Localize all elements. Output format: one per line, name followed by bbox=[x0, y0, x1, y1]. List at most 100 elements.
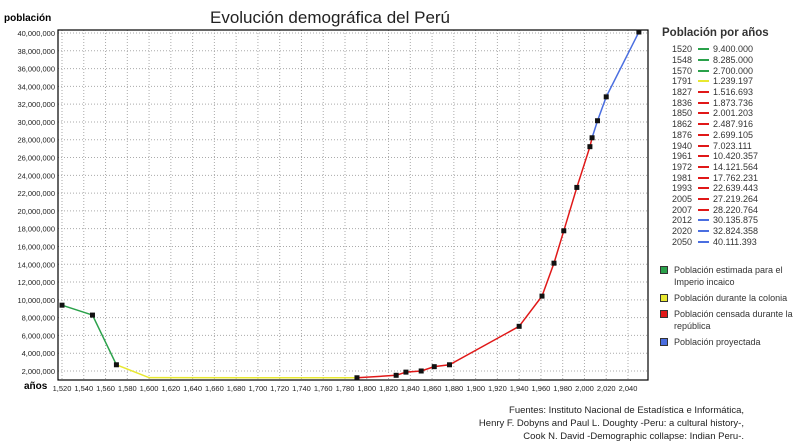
legend-swatch bbox=[698, 112, 709, 115]
legend-value: 32.824.358 bbox=[713, 226, 759, 237]
plot-frame bbox=[57, 29, 649, 381]
y-tick-label: 14,000,000 bbox=[17, 260, 55, 269]
data-point bbox=[431, 364, 437, 370]
data-point bbox=[354, 375, 360, 381]
category-entry: Población durante la colonia bbox=[660, 292, 800, 304]
legend-swatch bbox=[698, 123, 709, 126]
x-tick-label: 2,000 bbox=[575, 384, 594, 393]
legend-year: 1961 bbox=[672, 151, 693, 162]
legend-entry: 2005 27.219.264 bbox=[672, 194, 769, 205]
legend-entry: 1961 10.420.357 bbox=[672, 151, 769, 162]
category-swatch bbox=[660, 310, 668, 318]
x-axis-label: años bbox=[24, 381, 48, 392]
legend-entry: 1570 2.700.000 bbox=[672, 65, 769, 76]
legend-entry: 1548 8.285.000 bbox=[672, 55, 769, 66]
legend-swatch bbox=[698, 155, 709, 158]
data-point bbox=[89, 312, 95, 318]
category-entry: Población proyectada bbox=[660, 336, 800, 348]
legend-value: 2.001.203 bbox=[713, 108, 754, 119]
legend-year: 1972 bbox=[672, 161, 693, 172]
legend-year: 1791 bbox=[672, 76, 693, 87]
legend-value: 10.420.357 bbox=[713, 151, 759, 162]
category-label: Población proyectada bbox=[674, 337, 761, 347]
legend-value: 2.700.000 bbox=[713, 65, 754, 76]
legend-year: 2007 bbox=[672, 204, 693, 215]
x-tick-label: 1,620 bbox=[161, 384, 180, 393]
x-tick-label: 1,960 bbox=[532, 384, 551, 393]
legend-value: 2.699.105 bbox=[713, 129, 754, 140]
x-tick-label: 1,880 bbox=[444, 384, 463, 393]
x-tick-label: 1,760 bbox=[314, 384, 333, 393]
x-tick-label: 1,580 bbox=[118, 384, 137, 393]
legend-swatch bbox=[698, 240, 709, 243]
category-swatch bbox=[660, 294, 668, 302]
legend-entry: 1791 1.239.197 bbox=[672, 76, 769, 87]
data-point bbox=[561, 228, 567, 234]
legend-swatch bbox=[698, 48, 709, 51]
x-tick-label: 1,740 bbox=[292, 384, 311, 393]
data-point bbox=[589, 135, 595, 141]
x-tick-label: 1,680 bbox=[227, 384, 246, 393]
y-tick-label: 4,000,000 bbox=[22, 349, 55, 358]
data-point bbox=[587, 144, 593, 150]
legend-value: 14.121.564 bbox=[713, 161, 759, 172]
legend-entry: 1993 22.639.443 bbox=[672, 183, 769, 194]
legend-swatch bbox=[698, 144, 709, 147]
legend-entry: 1862 2.487.916 bbox=[672, 119, 769, 130]
legend-year: 1850 bbox=[672, 108, 693, 119]
data-point bbox=[418, 368, 424, 374]
x-tick-label: 1,660 bbox=[205, 384, 224, 393]
category-entry: Población censada durante la república bbox=[660, 308, 800, 332]
data-point bbox=[446, 362, 452, 368]
legend-swatch bbox=[698, 208, 709, 211]
legend-entry: 1850 2.001.203 bbox=[672, 108, 769, 119]
x-tick-label: 1,860 bbox=[423, 384, 442, 393]
legend-year: 1520 bbox=[672, 44, 693, 55]
y-tick-label: 2,000,000 bbox=[22, 367, 55, 376]
y-tick-label: 28,000,000 bbox=[17, 136, 55, 145]
legend-entry: 1836 1.873.736 bbox=[672, 97, 769, 108]
legend-entry: 2020 32.824.358 bbox=[672, 226, 769, 237]
y-tick-label: 16,000,000 bbox=[17, 242, 55, 251]
y-tick-label: 38,000,000 bbox=[17, 47, 55, 56]
legend-swatch bbox=[698, 219, 709, 222]
legend-swatch bbox=[698, 91, 709, 94]
y-axis-label: población bbox=[4, 13, 52, 24]
legend-entry: 2007 28.220.764 bbox=[672, 204, 769, 215]
sources: Fuentes: Instituto Nacional de Estadísti… bbox=[479, 404, 744, 443]
legend-swatch bbox=[698, 230, 709, 233]
y-tick-label: 30,000,000 bbox=[17, 118, 55, 127]
x-tick-label: 1,900 bbox=[466, 384, 485, 393]
legend-value: 40.111.393 bbox=[713, 236, 757, 247]
legend-year: 1981 bbox=[672, 172, 693, 183]
y-tick-label: 6,000,000 bbox=[22, 331, 55, 340]
x-tick-label: 1,640 bbox=[183, 384, 202, 393]
x-tick-label: 1,700 bbox=[249, 384, 268, 393]
y-tick-label: 40,000,000 bbox=[17, 29, 55, 38]
data-point bbox=[551, 260, 557, 266]
y-tick-label: 36,000,000 bbox=[17, 65, 55, 74]
legend-value: 2.487.916 bbox=[713, 119, 754, 130]
y-tick-label: 8,000,000 bbox=[22, 314, 55, 323]
x-tick-label: 1,720 bbox=[270, 384, 289, 393]
legend-year: 1862 bbox=[672, 119, 693, 130]
series-line bbox=[116, 364, 357, 379]
legend-entry: 2012 30.135.875 bbox=[672, 215, 769, 226]
legend-swatch bbox=[698, 197, 709, 200]
x-tick-label: 1,940 bbox=[510, 384, 529, 393]
legend-value: 9.400.000 bbox=[713, 44, 754, 55]
series-line bbox=[356, 137, 593, 379]
data-point bbox=[595, 118, 601, 124]
legend-entry: 1981 17.762.231 bbox=[672, 172, 769, 183]
y-tick-label: 34,000,000 bbox=[17, 82, 55, 91]
legend-year: 2012 bbox=[672, 215, 693, 226]
data-point bbox=[59, 302, 65, 308]
category-label: Población censada durante la república bbox=[674, 309, 793, 331]
data-point bbox=[403, 369, 409, 375]
legend-entry: 1520 9.400.000 bbox=[672, 44, 769, 55]
category-entry: Población estimada para el Imperio incai… bbox=[660, 264, 800, 288]
source-line: Henry F. Dobyns and Paul L. Doughty -Per… bbox=[478, 418, 744, 429]
y-tick-label: 20,000,000 bbox=[17, 207, 55, 216]
category-label: Población estimada para el Imperio incai… bbox=[674, 265, 783, 287]
